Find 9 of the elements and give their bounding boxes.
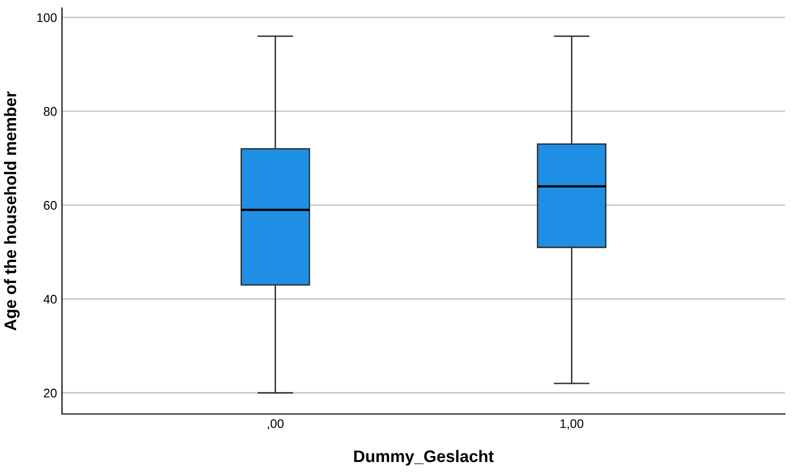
y-tick-label: 20	[44, 388, 57, 398]
y-tick-label: 100	[37, 13, 57, 22]
y-axis-title: Age of the household member	[4, 91, 20, 330]
y-tick-label: 60	[44, 200, 57, 210]
y-tick-label: 40	[44, 294, 57, 304]
x-axis-title: Dummy_Geslacht	[354, 450, 494, 466]
x-tick-label: 1,00	[560, 419, 584, 430]
y-tick-label: 80	[44, 107, 57, 116]
x-tick-label: ,00	[268, 419, 284, 430]
